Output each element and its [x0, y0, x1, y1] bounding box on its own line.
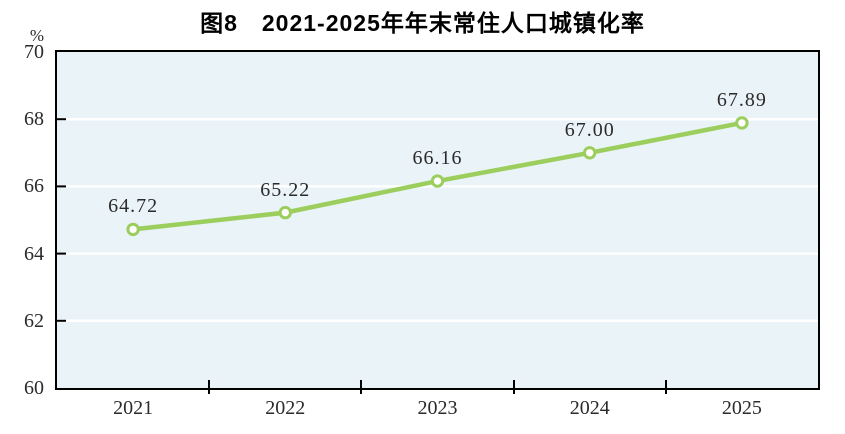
data-point-marker: [126, 222, 140, 237]
y-axis-unit-label: %: [29, 26, 44, 45]
y-axis-tick-label: 70: [24, 41, 44, 63]
y-axis-tick-label: 66: [24, 175, 44, 198]
y-axis-tick-label: 68: [24, 108, 44, 131]
data-point-marker: [430, 174, 445, 188]
chart-title: 图8 2021-2025年年末常住人口城镇化率: [200, 10, 645, 36]
x-axis-tick: [512, 380, 515, 394]
y-axis-tick-label: 60: [24, 377, 44, 399]
x-axis-label: 2024: [569, 397, 610, 419]
data-point-label: 65.22: [260, 178, 311, 201]
line-chart-svg: [57, 116, 818, 323]
x-axis-label: 2021: [113, 397, 154, 419]
data-point-label: 64.72: [108, 195, 159, 218]
data-point-label: 66.16: [412, 147, 463, 170]
plot-area: 64.72 65.22 66.16 67.00 67.89: [55, 50, 820, 390]
x-axis-label: 2022: [265, 397, 306, 419]
x-axis-tick: [208, 380, 211, 394]
y-axis-tick-label: 62: [24, 309, 44, 332]
data-point-marker: [278, 205, 293, 220]
data-point-marker: [583, 146, 597, 160]
x-axis-label: 2023: [417, 397, 458, 419]
data-point-marker: [735, 116, 749, 130]
data-point-label: 67.89: [716, 88, 767, 111]
x-axis-tick: [360, 380, 363, 394]
data-point-label: 67.00: [564, 118, 615, 141]
x-axis-label: 2025: [721, 397, 762, 419]
y-axis-tick-label: 64: [24, 242, 44, 265]
x-axis-tick: [664, 380, 667, 394]
